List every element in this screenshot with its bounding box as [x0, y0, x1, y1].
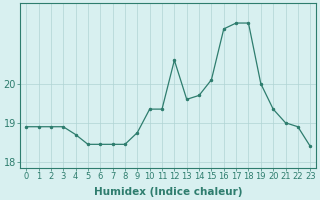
X-axis label: Humidex (Indice chaleur): Humidex (Indice chaleur) — [94, 187, 243, 197]
